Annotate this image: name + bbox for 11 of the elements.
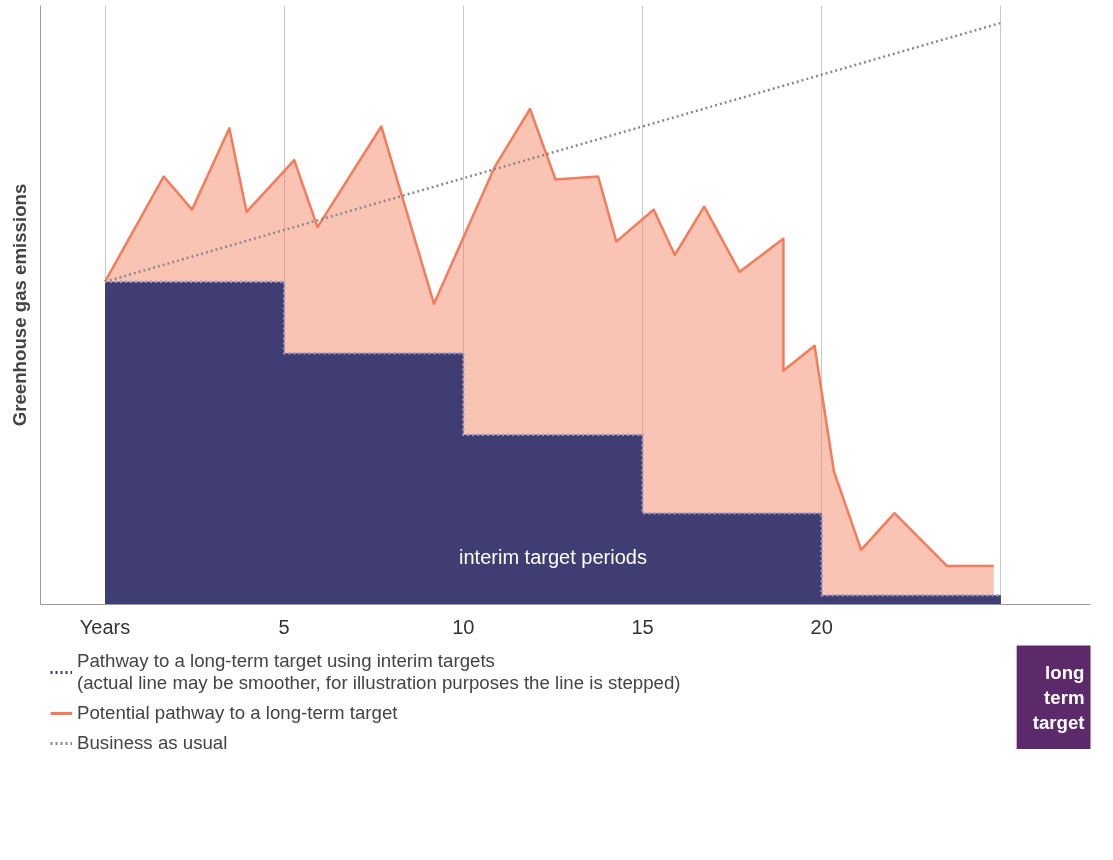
x-tick-label: 15 — [631, 615, 654, 638]
annotation: interim target periods — [459, 546, 647, 569]
legend-label: Pathway to a long-term target using interim targets (actual line may be smoother, for illustration purposes the line is stepped) — [77, 650, 681, 694]
x-tick-label: 5 — [278, 615, 290, 638]
text: long term target — [1032, 661, 1085, 733]
legend-label: Business as usual — [77, 732, 228, 754]
x-tick-label: 20 — [810, 615, 833, 638]
y-axis-title: Greenhouse gas emissions — [8, 183, 30, 427]
x-tick-label: Years — [79, 615, 131, 638]
x-tick-label: 10 — [452, 615, 475, 638]
legend-label: Potential pathway to a long-term target — [77, 702, 398, 724]
